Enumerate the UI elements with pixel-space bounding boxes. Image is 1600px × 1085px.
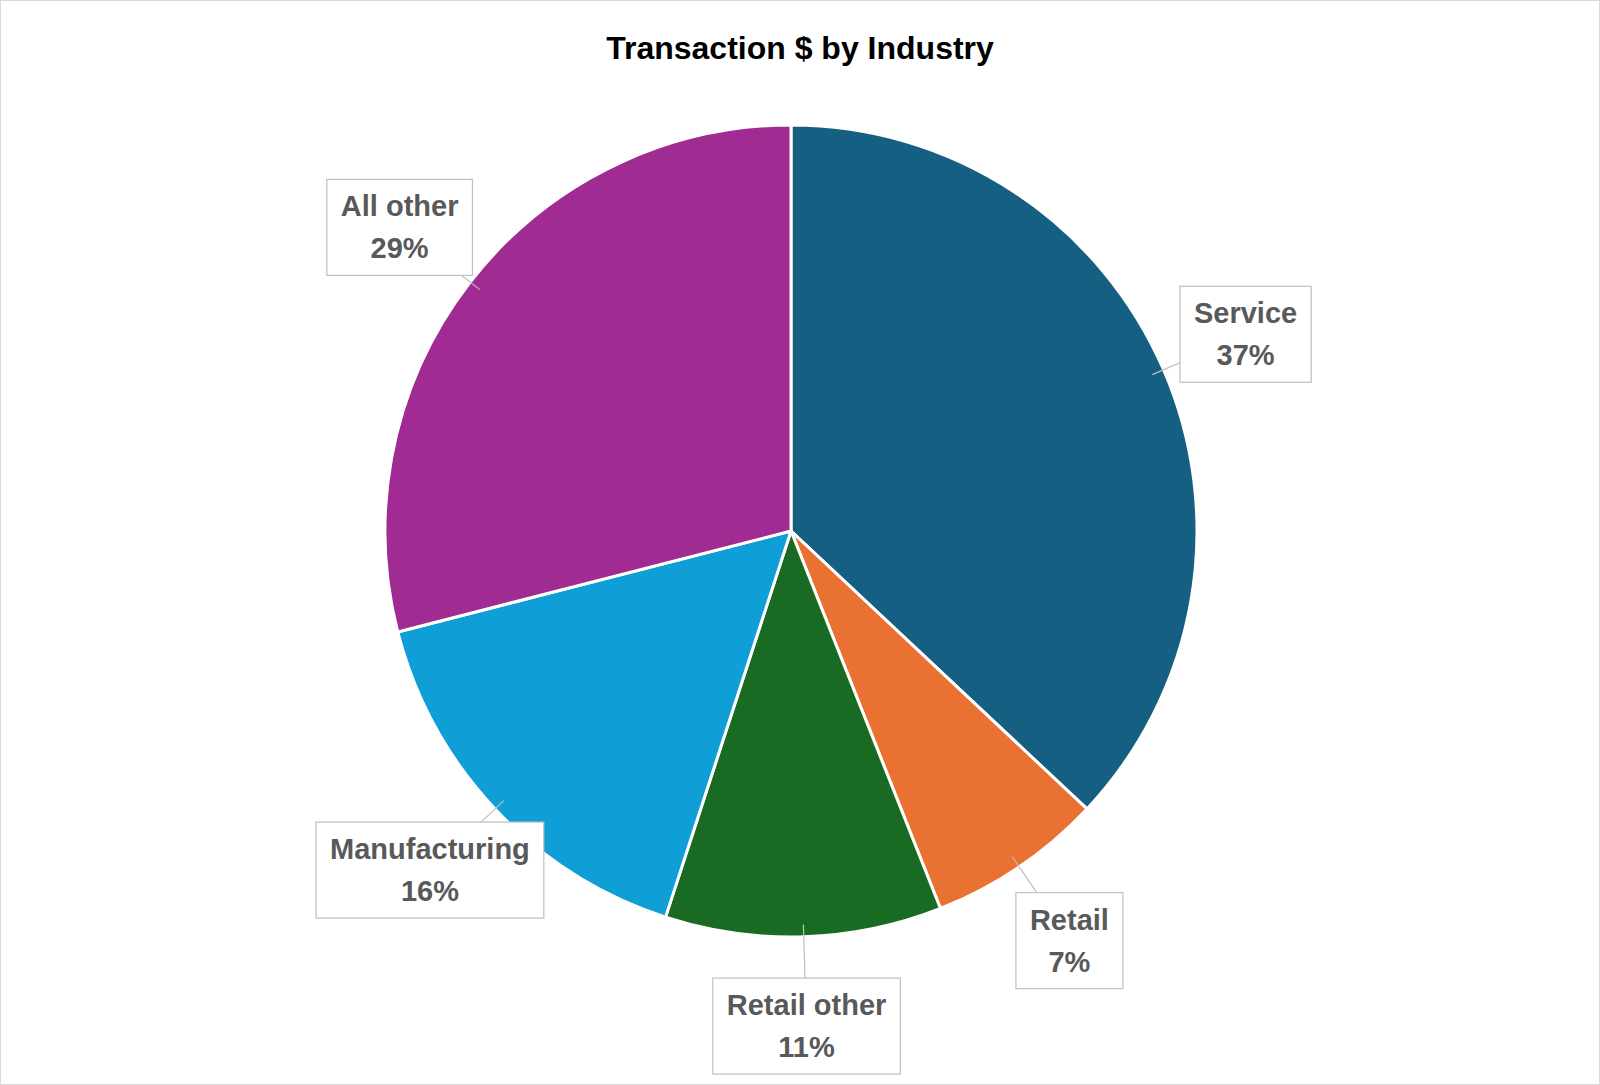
- label-box: [1180, 286, 1311, 382]
- value-label: 37%: [1217, 339, 1275, 371]
- category-label: Service: [1194, 297, 1297, 329]
- data-label: All other 29%: [327, 179, 480, 289]
- label-box: [713, 978, 901, 1074]
- chart-frame: [1, 1, 1600, 1085]
- label-box: [316, 822, 544, 918]
- category-label: Retail: [1030, 904, 1109, 936]
- data-label: Manufacturing 16%: [316, 801, 544, 918]
- data-labels: Service 37% Retail 7% Retail other 11% Manufac…: [316, 179, 1311, 1074]
- category-label: Manufacturing: [330, 833, 530, 865]
- pie: [385, 125, 1197, 937]
- category-label: Retail other: [727, 989, 887, 1021]
- value-label: 7%: [1048, 946, 1090, 978]
- chart: Transaction $ by Industry Service 37% Retai…: [0, 0, 1600, 1085]
- value-label: 29%: [371, 232, 429, 264]
- label-box: [1016, 893, 1123, 989]
- label-box: [327, 179, 473, 275]
- data-label: Retail other 11%: [713, 925, 901, 1074]
- data-label: Service 37%: [1152, 286, 1311, 382]
- data-label: Retail 7%: [1012, 857, 1123, 989]
- value-label: 11%: [778, 1031, 835, 1063]
- chart-title: Transaction $ by Industry: [606, 30, 994, 66]
- category-label: All other: [341, 190, 459, 222]
- value-label: 16%: [401, 875, 459, 907]
